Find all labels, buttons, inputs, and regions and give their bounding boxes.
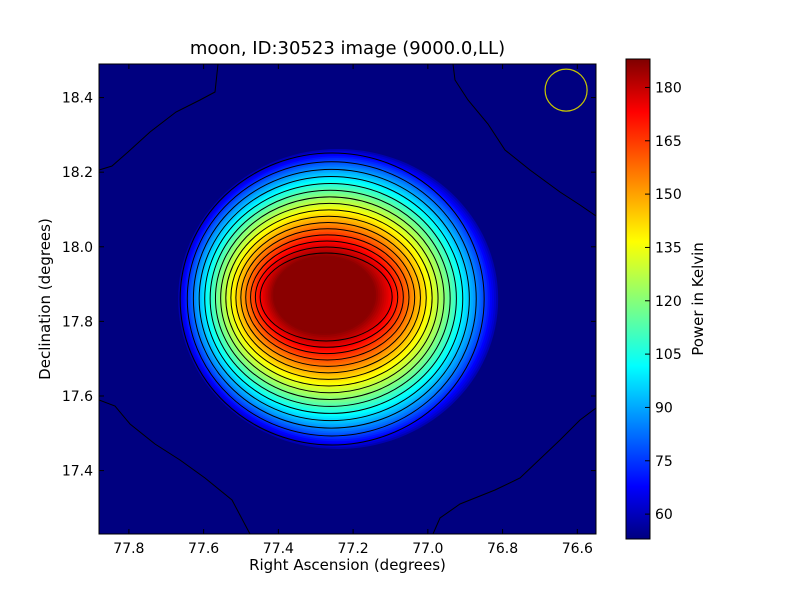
contour-line — [209, 189, 451, 407]
x-axis-label: Right Ascension (degrees) — [249, 556, 446, 574]
y-tick-label: 18.4 — [62, 91, 93, 107]
y-tick-label: 17.4 — [62, 464, 93, 480]
heatmap-peak — [274, 257, 375, 333]
plot-frame — [98, 63, 597, 535]
contour-line-background — [452, 64, 596, 217]
colorbar-tick-label: 150 — [655, 187, 682, 203]
contour-line — [225, 209, 433, 387]
contour-line — [259, 252, 393, 342]
y-tick-label: 17.6 — [62, 389, 93, 405]
x-tick-label: 77.2 — [338, 541, 369, 557]
axes: 77.8 77.6 77.4 77.2 77.0 76.8 76.6 17.4 17.6 17.8… — [62, 63, 597, 557]
colorbar-label: Power in Kelvin — [689, 242, 707, 356]
contour-line — [245, 234, 410, 361]
colorbar-tick-label: 135 — [655, 240, 682, 256]
colorbar-tick-label: 105 — [655, 347, 682, 363]
contour-line — [250, 240, 404, 355]
x-tick-label: 76.6 — [562, 541, 593, 557]
colorbar-gradient — [625, 58, 651, 540]
colorbar-tick-label: 120 — [655, 294, 682, 310]
y-tick-label: 18.0 — [62, 240, 93, 256]
contour-line — [254, 246, 399, 348]
y-tick-label: 18.2 — [62, 165, 93, 181]
beam-marker — [544, 68, 588, 112]
contour-line-background — [99, 64, 219, 171]
y-tick-label: 17.8 — [62, 314, 93, 330]
contour-line-background — [432, 407, 596, 534]
contour-line — [214, 196, 445, 400]
contour-line — [192, 168, 470, 429]
colorbar-tick-label: 165 — [655, 134, 682, 150]
colorbar-tick-label: 60 — [655, 507, 673, 523]
colorbar: 60 75 90 105 120 135 150 165 180 — [625, 58, 682, 540]
x-tick-label: 77.6 — [188, 541, 219, 557]
x-tick-label: 76.8 — [487, 541, 518, 557]
colorbar-tick-label: 75 — [655, 454, 673, 470]
contour-line — [198, 176, 464, 422]
chart-title: moon, ID:30523 image (9000.0,LL) — [189, 38, 506, 59]
x-tick-label: 77.0 — [412, 541, 443, 557]
y-axis-label: Declination (degrees) — [36, 218, 54, 380]
contour-line — [186, 161, 477, 437]
colorbar-tick-label: 90 — [655, 400, 673, 416]
contour-line — [235, 221, 421, 374]
contour-line-background — [99, 399, 251, 534]
x-tick-label: 77.8 — [113, 541, 144, 557]
contour-line — [230, 215, 427, 380]
x-tick-label: 77.4 — [263, 541, 294, 557]
contour-line — [179, 152, 485, 446]
contour-line — [204, 183, 457, 414]
contour-line — [240, 228, 416, 367]
contour-lines — [99, 64, 596, 534]
colorbar-tick-label: 180 — [655, 80, 682, 96]
contour-line — [220, 202, 439, 394]
plot-area — [99, 64, 596, 534]
